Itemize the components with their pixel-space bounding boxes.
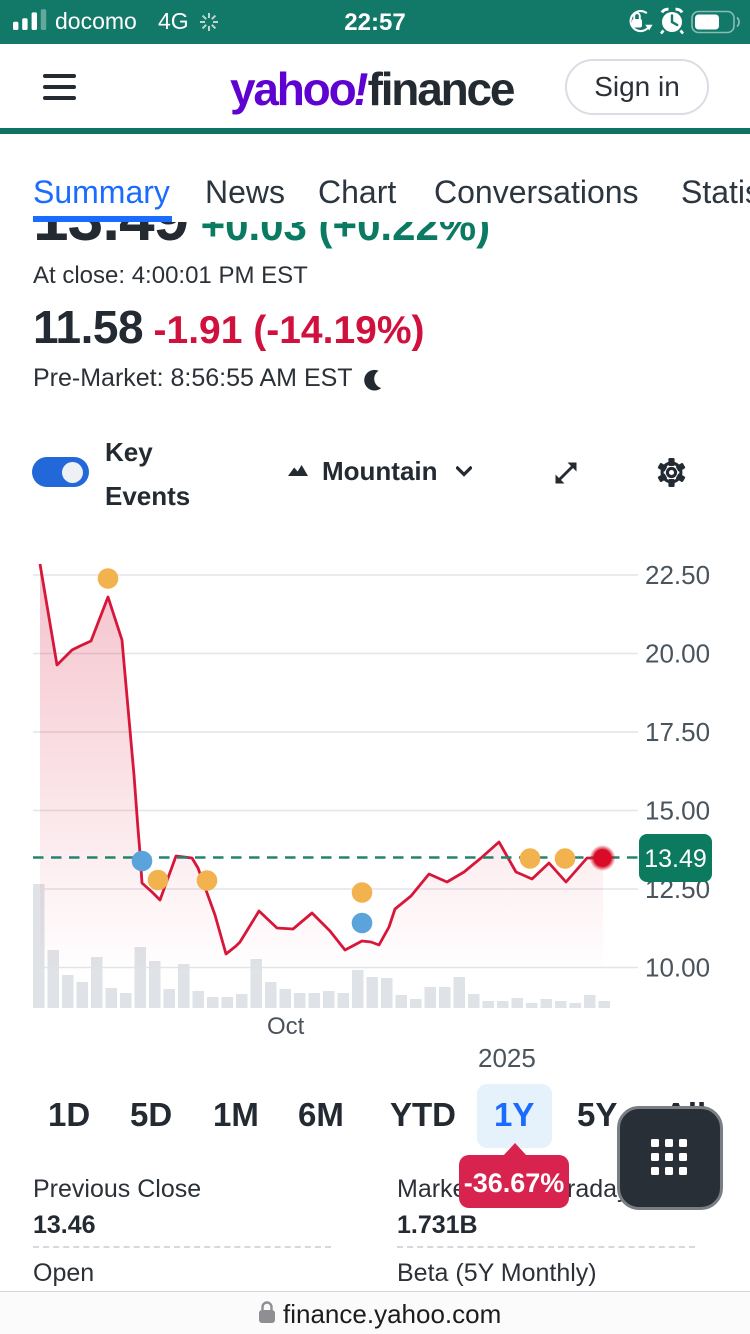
svg-text:20.00: 20.00 [645, 639, 710, 669]
svg-text:15.00: 15.00 [645, 796, 710, 826]
svg-text:docomo: docomo [55, 8, 137, 34]
svg-text:13.49: 13.49 [644, 845, 707, 873]
svg-text:22.50: 22.50 [645, 560, 710, 590]
svg-text:10.00: 10.00 [645, 953, 710, 983]
svg-text:17.50: 17.50 [645, 717, 710, 747]
svg-text:22:57: 22:57 [344, 9, 405, 36]
svg-text:4G: 4G [158, 8, 189, 34]
